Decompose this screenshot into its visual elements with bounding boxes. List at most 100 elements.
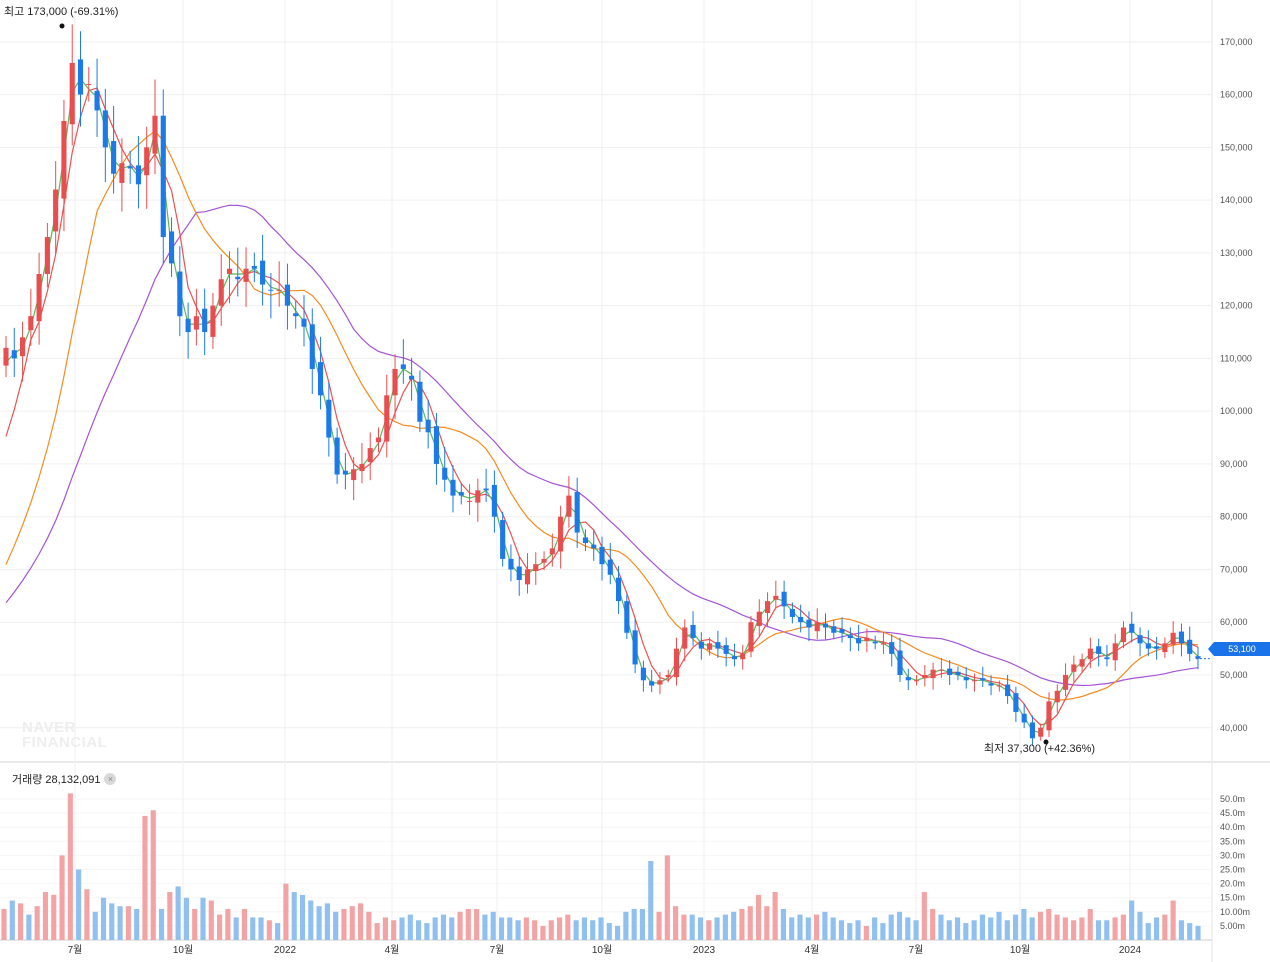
candle-body xyxy=(723,645,729,654)
price-tick-label: 90,000 xyxy=(1220,459,1248,469)
candle-body xyxy=(764,601,771,613)
volume-bar xyxy=(673,906,679,940)
volume-bar xyxy=(1145,923,1151,940)
volume-tick-label: 5.00m xyxy=(1220,921,1245,931)
candle-body xyxy=(1087,648,1093,660)
candle-body xyxy=(558,516,564,552)
volume-bar xyxy=(382,917,388,940)
volume-bar xyxy=(366,911,372,940)
candle-body xyxy=(1170,632,1176,645)
volume-bar xyxy=(1112,917,1118,940)
high-marker xyxy=(59,23,65,29)
volume-bar xyxy=(250,917,256,940)
candle-body xyxy=(69,62,75,125)
volume-bar xyxy=(100,897,107,940)
candle-body xyxy=(963,677,969,681)
volume-bar xyxy=(76,869,82,940)
close-icon[interactable]: × xyxy=(104,773,117,785)
volume-bar xyxy=(872,917,878,940)
volume-tick-label: 40.0m xyxy=(1220,822,1245,832)
candle-body xyxy=(392,368,398,396)
volume-bar xyxy=(913,920,919,940)
volume-bar xyxy=(623,911,629,940)
candle-body xyxy=(947,668,953,675)
volume-bar xyxy=(26,914,32,940)
candle-body xyxy=(3,347,9,366)
candle-body xyxy=(574,492,580,533)
volume-bar xyxy=(556,917,563,940)
volume-bar xyxy=(548,920,554,940)
volume-bar xyxy=(822,911,828,940)
volume-bars xyxy=(1,793,1201,940)
volume-bar xyxy=(42,892,49,940)
candle-body xyxy=(1029,722,1036,739)
candle-body xyxy=(524,569,531,585)
volume-bar xyxy=(299,894,306,940)
volume-bar xyxy=(615,925,621,940)
candle-body xyxy=(1129,623,1135,633)
candle-body xyxy=(409,375,415,380)
watermark-line-1: NAVER xyxy=(22,719,76,736)
candle-body xyxy=(309,324,315,369)
volume-bar xyxy=(789,917,795,940)
volume-bar xyxy=(565,914,571,940)
volume-tick-label: 30.0m xyxy=(1220,850,1245,860)
candle-body xyxy=(624,601,630,633)
volume-bar xyxy=(697,917,704,940)
volume-bar xyxy=(134,908,140,940)
candle-body xyxy=(491,484,497,517)
volume-bar xyxy=(1137,911,1143,940)
candle-body xyxy=(400,364,406,369)
x-tick-label: 2022 xyxy=(274,945,297,956)
candle-body xyxy=(1013,693,1019,712)
volume-bar xyxy=(192,908,198,940)
volume-bar xyxy=(233,917,239,940)
watermark: NAVER FINANCIAL xyxy=(22,720,107,750)
candle-body xyxy=(632,630,638,665)
volume-bar xyxy=(1071,920,1077,940)
volume-bar xyxy=(158,908,165,940)
candle-body xyxy=(897,650,903,675)
volume-bar xyxy=(838,920,845,940)
price-tick-label: 110,000 xyxy=(1220,353,1252,363)
volume-bar xyxy=(490,911,496,940)
candle-body xyxy=(673,648,680,678)
candle-body xyxy=(640,667,646,681)
price-tick-label: 50,000 xyxy=(1220,670,1248,680)
candle-body xyxy=(872,641,878,644)
volume-bar xyxy=(18,903,24,940)
candle-body xyxy=(856,638,862,644)
volume-bar xyxy=(283,883,289,940)
x-tick-label: 7월 xyxy=(68,944,83,956)
volume-tick-label: 35.0m xyxy=(1220,836,1245,846)
volume-bar xyxy=(1095,920,1102,940)
volume-bar xyxy=(689,914,695,940)
volume-bar xyxy=(183,897,189,940)
candle-body xyxy=(1112,643,1118,661)
candle-body xyxy=(731,656,738,660)
x-tick-label: 4월 xyxy=(805,944,820,956)
volume-bar xyxy=(954,917,961,940)
volume-bar xyxy=(532,920,538,940)
candle-body xyxy=(276,289,282,291)
volume-bar xyxy=(938,914,944,940)
volume-bar xyxy=(399,917,405,940)
candle-body xyxy=(160,115,166,238)
volume-bar xyxy=(847,923,853,940)
candle-body xyxy=(541,558,547,563)
candle-body xyxy=(582,537,589,544)
volume-bar xyxy=(117,906,123,940)
candle-body xyxy=(202,308,208,333)
volume-bar xyxy=(656,911,662,940)
price-tick-label: 150,000 xyxy=(1220,142,1253,152)
volume-bar xyxy=(349,906,355,940)
candle-body xyxy=(880,643,887,645)
volume-bar xyxy=(664,855,670,940)
volume-bar xyxy=(1037,911,1044,940)
candle-body xyxy=(19,337,26,357)
candle-body xyxy=(11,350,17,359)
volume-bar xyxy=(598,917,604,940)
current-price-tag: 53,100 xyxy=(1208,642,1270,656)
candle-body xyxy=(690,625,696,639)
